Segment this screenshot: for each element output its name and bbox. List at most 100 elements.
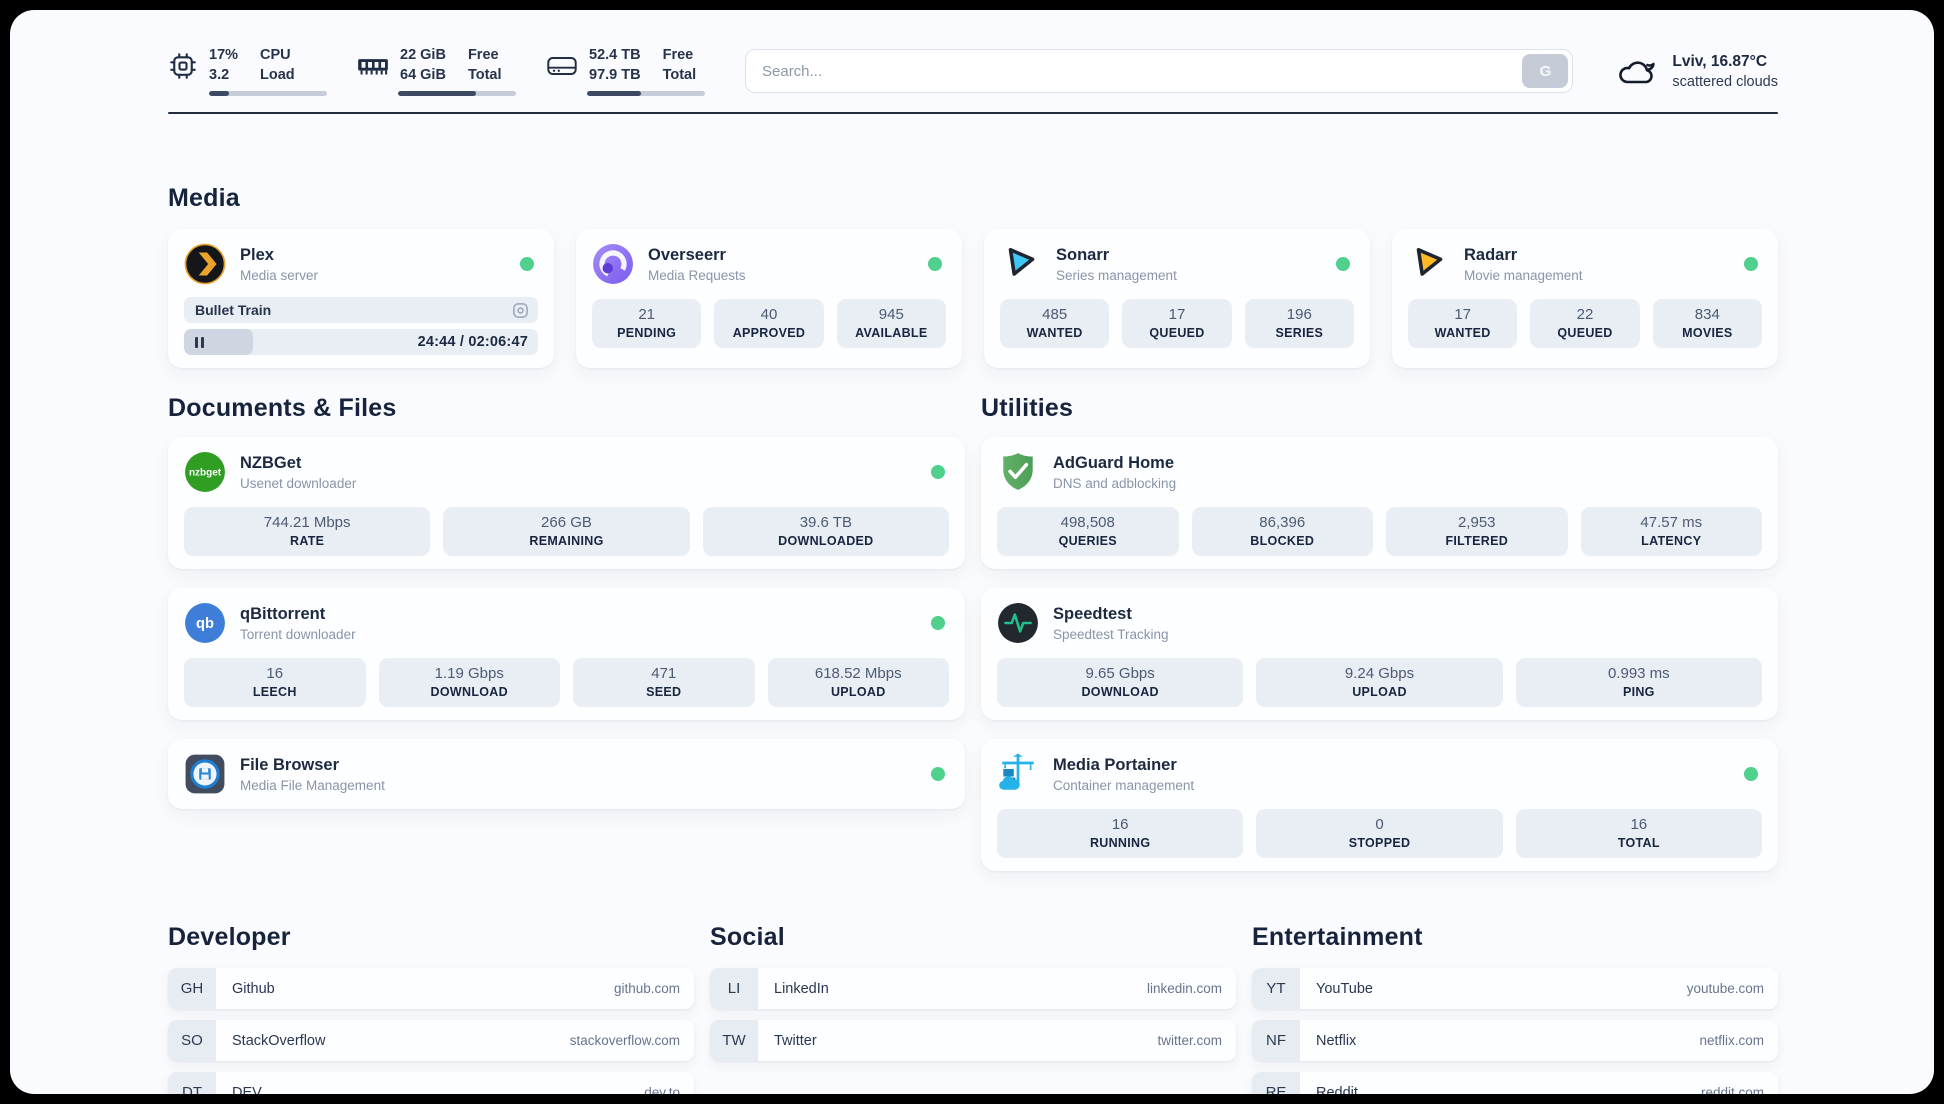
bookmark-group-entertainment: Entertainment YT YouTube youtube.com NF …	[1252, 923, 1778, 1094]
filebrowser-icon	[184, 753, 226, 795]
stat-available: 945 AVAILABLE	[836, 299, 946, 349]
stat-rate: 744.21 Mbps RATE	[184, 507, 431, 557]
service-name: File Browser	[240, 755, 340, 774]
stat-queued: 22 QUEUED	[1530, 299, 1640, 349]
stat-ping: 0.993 ms PING	[1515, 658, 1762, 708]
header-divider	[168, 112, 1778, 115]
stat-total: 16 TOTAL	[1515, 809, 1762, 859]
memory-total-value: 64 GiB	[400, 66, 446, 83]
service-card-plex[interactable]: Plex Media server Bullet Train 24:44 / 0…	[168, 229, 554, 369]
bookmark-name: Reddit	[1316, 1084, 1358, 1094]
service-card-filebrowser[interactable]: File Browser Media File Management	[168, 739, 965, 810]
bookmark-domain: reddit.com	[1700, 1085, 1764, 1094]
stats-row: 21 PENDING 40 APPROVED 945 AVAILABLE	[592, 299, 946, 349]
section-title-entertainment: Entertainment	[1252, 923, 1423, 952]
disk-progress-bar	[587, 91, 705, 97]
search-bar: G	[745, 49, 1574, 94]
service-card-sonarr[interactable]: Sonarr Series management 485 WANTED 17 Q…	[984, 229, 1370, 369]
adguard-icon	[997, 451, 1039, 493]
service-desc: Media server	[240, 267, 319, 283]
cpu-load-value: 3.2	[209, 66, 230, 83]
bookmark-linkedin[interactable]: LI LinkedIn linkedin.com	[710, 968, 1236, 1010]
cpu-usage-value: 17%	[209, 47, 239, 63]
weather-condition: scattered clouds	[1672, 73, 1778, 90]
camera-icon[interactable]	[512, 302, 529, 319]
card-head: Radarr Movie management	[1408, 242, 1762, 286]
top-bar: 17% 3.2 CPU Load	[168, 46, 1778, 97]
section-title-developer: Developer	[168, 923, 291, 952]
bookmark-github[interactable]: GH Github github.com	[168, 968, 694, 1010]
now-playing-title: Bullet Train	[195, 302, 272, 319]
status-online-dot	[928, 257, 942, 272]
bookmark-youtube[interactable]: YT YouTube youtube.com	[1252, 968, 1778, 1010]
service-name: AdGuard Home	[1053, 453, 1175, 472]
stat-queries: 498,508 QUERIES	[997, 507, 1179, 557]
bookmarks-grid: Developer GH Github github.com SO StackO…	[168, 923, 1778, 1094]
service-name: Sonarr	[1056, 245, 1110, 264]
service-card-overseerr[interactable]: Overseerr Media Requests 21 PENDING 40 A…	[576, 229, 962, 369]
mid-section-grid: Documents & Files nzbget NZBGet U	[168, 368, 1778, 872]
media-card-grid: Plex Media server Bullet Train 24:44 / 0…	[168, 229, 1778, 369]
service-card-qbittorrent[interactable]: qb qBittorrent Torrent downloader 16 LEE…	[168, 588, 965, 721]
bookmark-domain: youtube.com	[1686, 981, 1764, 997]
svg-text:qb: qb	[196, 616, 214, 632]
bookmark-name: LinkedIn	[774, 980, 829, 997]
stat-wanted: 485 WANTED	[1000, 299, 1110, 349]
bookmark-name: Netflix	[1316, 1032, 1357, 1049]
bookmark-domain: github.com	[613, 981, 680, 997]
cpu-load-label: Load	[260, 66, 295, 83]
disk-total-label: Total	[662, 66, 697, 83]
weather-location-temp: Lviv, 16.87°C	[1672, 52, 1768, 70]
card-head: Overseerr Media Requests	[592, 242, 946, 286]
stat-leech: 16 LEECH	[184, 658, 366, 708]
status-online-dot	[931, 465, 945, 480]
bookmark-name: DEV	[232, 1084, 262, 1094]
disk-icon	[546, 54, 578, 78]
disk-total-value: 97.9 TB	[589, 66, 641, 83]
stat-blocked: 86,396 BLOCKED	[1191, 507, 1373, 557]
section-title-documents: Documents & Files	[168, 394, 397, 423]
service-name: Radarr	[1464, 245, 1518, 264]
bookmark-netflix[interactable]: NF Netflix netflix.com	[1252, 1020, 1778, 1062]
speedtest-icon	[997, 602, 1039, 644]
stat-seed: 471 SEED	[573, 658, 755, 708]
bookmark-stackoverflow[interactable]: SO StackOverflow stackoverflow.com	[168, 1020, 694, 1062]
service-desc: Speedtest Tracking	[1053, 626, 1169, 642]
bookmark-reddit[interactable]: RE Reddit reddit.com	[1252, 1072, 1778, 1094]
stats-row: 16 LEECH 1.19 Gbps DOWNLOAD 471 SEED 6	[184, 658, 949, 708]
section-title-social: Social	[710, 923, 785, 952]
service-card-adguard[interactable]: AdGuard Home DNS and adblocking 498,508 …	[981, 437, 1778, 570]
bookmark-abbr: RE	[1252, 1072, 1300, 1094]
service-desc: Container management	[1053, 777, 1195, 793]
service-name: Overseerr	[648, 245, 726, 264]
bookmark-dev[interactable]: DT DEV dev.to	[168, 1072, 694, 1094]
service-card-speedtest[interactable]: Speedtest Speedtest Tracking 9.65 Gbps D…	[981, 588, 1778, 721]
bookmark-abbr: SO	[168, 1020, 216, 1062]
status-online-dot	[1744, 767, 1758, 782]
service-card-radarr[interactable]: Radarr Movie management 17 WANTED 22 QUE…	[1392, 229, 1778, 369]
card-head: Sonarr Series management	[1000, 242, 1354, 286]
search-engine-button[interactable]: G	[1522, 54, 1569, 89]
stat-series: 196 SERIES	[1244, 299, 1354, 349]
service-card-portainer[interactable]: Media Portainer Container management 16 …	[981, 739, 1778, 872]
stats-row: 498,508 QUERIES 86,396 BLOCKED 2,953 FIL…	[997, 507, 1762, 557]
memory-icon	[357, 54, 389, 78]
card-head: qb qBittorrent Torrent downloader	[184, 601, 949, 645]
bookmark-abbr: NF	[1252, 1020, 1300, 1062]
service-card-nzbget[interactable]: nzbget NZBGet Usenet downloader 744.21 M…	[168, 437, 965, 570]
stats-row: 16 RUNNING 0 STOPPED 16 TOTAL	[997, 809, 1762, 859]
card-head: Media Portainer Container management	[997, 752, 1762, 796]
stat-queued: 17 QUEUED	[1122, 299, 1232, 349]
service-name: Plex	[240, 245, 274, 264]
stat-stopped: 0 STOPPED	[1256, 809, 1503, 859]
search-input[interactable]	[745, 49, 1574, 94]
stats-row: 9.65 Gbps DOWNLOAD 9.24 Gbps UPLOAD 0.99…	[997, 658, 1762, 708]
weather-widget: Lviv, 16.87°C scattered clouds	[1615, 53, 1778, 90]
plex-icon	[184, 243, 226, 285]
bookmark-twitter[interactable]: TW Twitter twitter.com	[710, 1020, 1236, 1062]
sonarr-icon	[1000, 243, 1042, 285]
cpu-icon	[168, 51, 198, 81]
bookmark-group-social: Social LI LinkedIn linkedin.com TW Twitt…	[710, 923, 1236, 1094]
pause-icon[interactable]	[195, 336, 204, 348]
